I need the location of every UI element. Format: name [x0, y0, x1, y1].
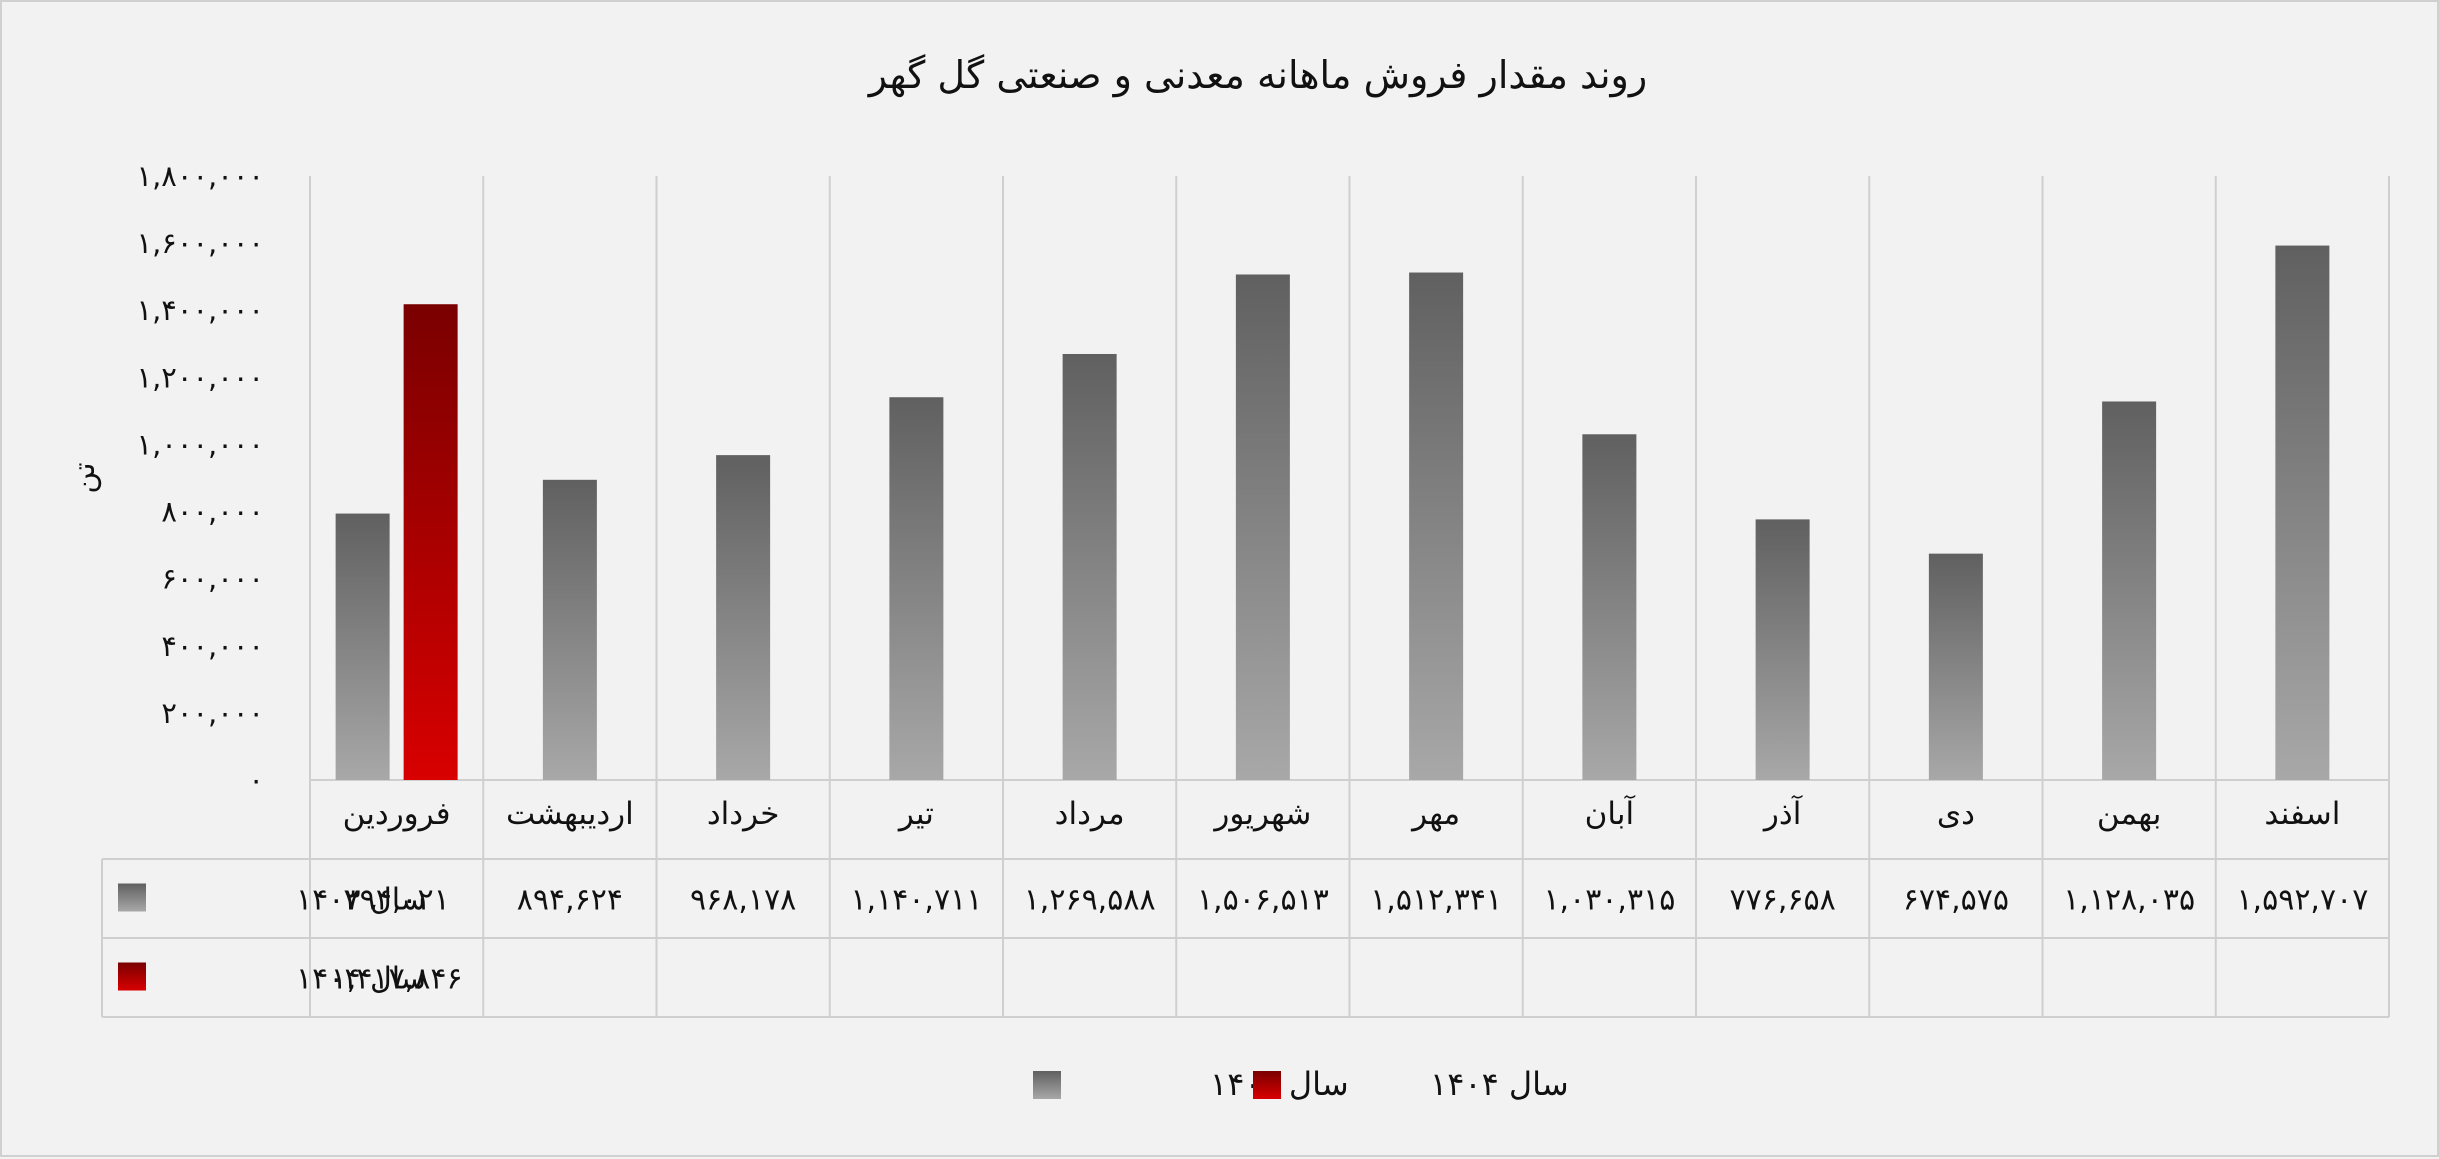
legend-swatch-table — [118, 883, 146, 912]
category-label: خرداد — [707, 796, 780, 832]
legend: سال ۱۴۰۳ سال ۱۴۰۴ — [1033, 1065, 1569, 1103]
y-tick-label: ۱,۲۰۰,۰۰۰ — [137, 360, 264, 394]
bar-series-1403 — [1928, 553, 1983, 780]
y-tick-label: ۸۰۰,۰۰۰ — [161, 495, 264, 529]
table-value-cell: ۹۶۸,۱۷۸ — [690, 883, 796, 918]
category-label: بهمن — [2097, 796, 2161, 832]
table-value-cell: ۷۷۶,۶۵۸ — [1730, 883, 1836, 918]
bars — [335, 245, 2330, 780]
bar-series-1403 — [1755, 519, 1810, 780]
table-value-cell: ۱,۱۴۰,۷۱۱ — [850, 883, 982, 918]
category-label: اسفند — [2264, 796, 2340, 832]
y-tick-label: ۶۰۰,۰۰۰ — [161, 562, 264, 596]
y-tick-label: ۱,۰۰۰,۰۰۰ — [137, 427, 264, 461]
category-label: مرداد — [1055, 796, 1125, 832]
bar-series-1403 — [716, 455, 771, 780]
y-tick-label: ۰ — [248, 763, 264, 797]
chart-title: روند مقدار فروش ماهانه معدنی و صنعتی گل … — [867, 53, 1648, 98]
table-value-cell: ۱,۲۶۹,۵۸۸ — [1024, 883, 1156, 918]
category-label: اردیبهشت — [506, 796, 634, 832]
category-label: آذر — [1762, 794, 1803, 832]
series-name-cell: سال ۱۴۰۴ — [296, 962, 426, 997]
bar-series-1403 — [2102, 401, 2157, 780]
series-name-cell: سال ۱۴۰۳ — [296, 883, 426, 918]
bar-series-1403 — [1062, 353, 1117, 780]
bar-series-1403 — [542, 479, 597, 780]
legend-label: سال ۱۴۰۴ — [1430, 1065, 1569, 1103]
y-tick-label: ۱,۴۰۰,۰۰۰ — [137, 293, 264, 327]
y-tick-label: ۴۰۰,۰۰۰ — [161, 629, 264, 663]
table-value-cell: ۶۷۴,۵۷۵ — [1903, 883, 2009, 918]
category-label: فروردین — [343, 796, 451, 832]
bar-series-1404 — [403, 304, 458, 780]
bar-series-1403 — [335, 513, 390, 780]
bar-series-1403 — [1409, 272, 1464, 780]
category-label: مهر — [1410, 796, 1460, 832]
table-value-cell: ۱,۱۲۸,۰۳۵ — [2063, 883, 2195, 918]
legend-swatch — [1253, 1071, 1281, 1099]
legend-swatch — [1033, 1071, 1061, 1099]
table-value-cell: ۷۹۴,۰۲۱ — [344, 883, 450, 918]
bar-series-1403 — [1582, 434, 1637, 780]
bar-series-1403 — [2275, 245, 2330, 780]
y-axis-label: تن — [67, 462, 102, 493]
table-value-cell: ۱,۰۳۰,۳۱۵ — [1543, 883, 1675, 918]
category-gridlines — [101, 176, 2390, 1018]
y-axis-ticks: ۰ ۲۰۰,۰۰۰ ۴۰۰,۰۰۰ ۶۰۰,۰۰۰ ۸۰۰,۰۰۰ ۱,۰۰۰,۰۰۰ ۱,… — [137, 159, 264, 797]
table-value-cell: ۱,۵۰۶,۵۱۳ — [1197, 883, 1329, 918]
table-value-cell: ۸۹۴,۶۲۴ — [517, 883, 623, 918]
y-tick-label: ۱,۸۰۰,۰۰۰ — [137, 159, 264, 193]
data-table: فروردین اردیبهشت خرداد تیر مرداد شهریور مهر آبا… — [118, 794, 2368, 997]
table-value-cell: ۱,۴۱۷,۸۴۶ — [331, 962, 463, 997]
table-value-cell: ۱,۵۹۲,۷۰۷ — [2236, 883, 2368, 918]
category-label: شهریور — [1212, 796, 1311, 832]
category-label: تیر — [897, 796, 934, 832]
category-label: دی — [1937, 796, 1975, 832]
legend-swatch-table — [118, 962, 146, 991]
y-tick-label: ۱,۶۰۰,۰۰۰ — [137, 226, 264, 260]
y-tick-label: ۲۰۰,۰۰۰ — [161, 696, 264, 730]
category-label: آبان — [1585, 794, 1636, 832]
bar-series-1403 — [889, 397, 944, 780]
table-value-cell: ۱,۵۱۲,۳۴۱ — [1370, 883, 1502, 918]
bar-series-1403 — [1235, 274, 1290, 780]
